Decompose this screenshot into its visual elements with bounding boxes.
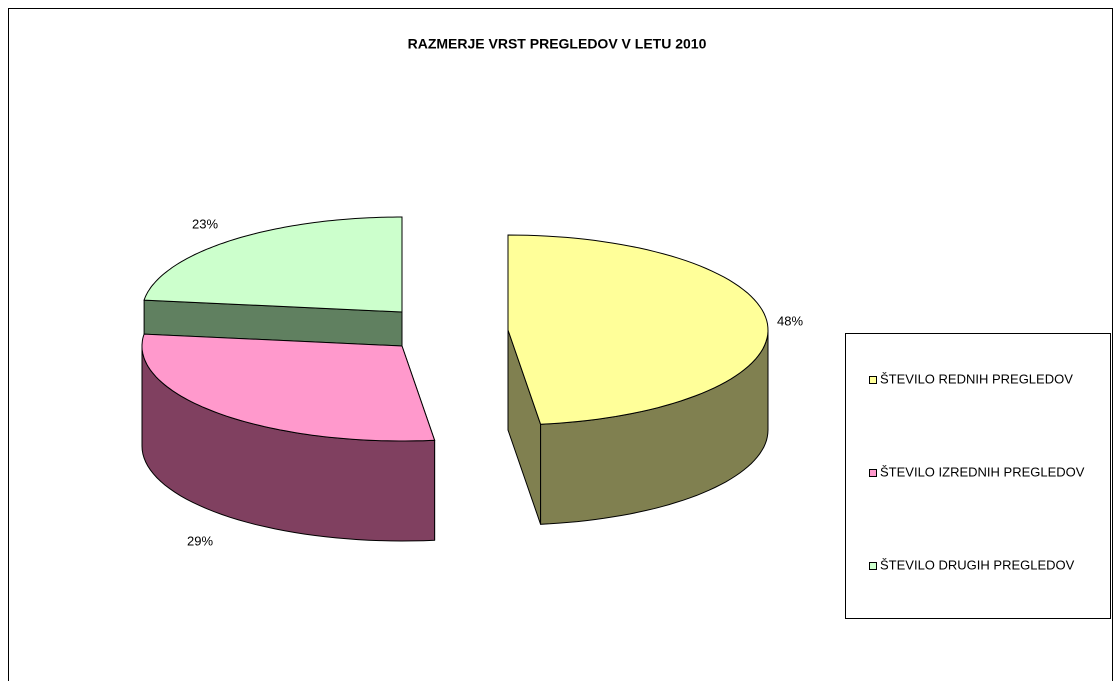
legend-swatch — [869, 469, 877, 477]
data-label: 29% — [187, 533, 213, 548]
chart-title: RAZMERJE VRST PREGLEDOV V LETU 2010 — [408, 36, 707, 52]
slice — [507, 234, 769, 425]
slice — [141, 333, 436, 442]
legend-label: ŠTEVILO DRUGIH PREGLEDOV — [880, 557, 1075, 572]
legend-label: ŠTEVILO IZREDNIH PREGLEDOV — [880, 464, 1085, 479]
data-label: 48% — [777, 313, 803, 328]
legend-label: ŠTEVILO REDNIH PREGLEDOV — [880, 371, 1073, 386]
legend-swatch — [869, 376, 877, 384]
legend-swatch — [869, 562, 877, 570]
legend-box — [845, 333, 1111, 619]
slice — [143, 216, 403, 313]
data-label: 23% — [192, 216, 218, 231]
